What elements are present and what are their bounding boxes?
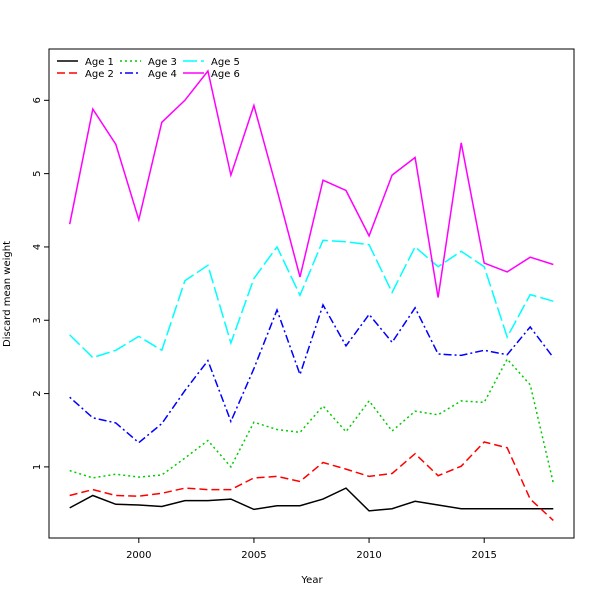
legend-label-1: Age 1 <box>85 57 114 68</box>
legend-label-3: Age 3 <box>148 57 177 68</box>
legend-label-5: Age 5 <box>211 57 240 68</box>
series-line-6 <box>68 69 554 298</box>
plot-lines <box>68 69 555 521</box>
x-axis: 2000 2005 2010 2015 <box>126 538 497 561</box>
legend-label-6: Age 6 <box>211 69 240 80</box>
legend-label-2: Age 2 <box>85 69 114 80</box>
series-line-3 <box>69 357 555 484</box>
y-tick-label: 5 <box>32 170 43 176</box>
x-tick-label: 2010 <box>356 550 381 561</box>
y-tick-label: 1 <box>32 464 43 470</box>
series-line-5 <box>69 239 554 359</box>
y-tick-label: 2 <box>32 390 43 396</box>
legend-label-4: Age 4 <box>148 69 177 80</box>
y-tick-label: 4 <box>32 244 43 250</box>
y-axis: 1 2 3 4 5 6 <box>32 97 49 470</box>
x-tick-label: 2005 <box>241 550 266 561</box>
series-line-4 <box>69 303 554 444</box>
x-axis-title: Year <box>300 575 323 586</box>
x-tick-label: 2015 <box>471 550 496 561</box>
plot-frame <box>48 48 575 539</box>
series-line-1 <box>69 487 554 512</box>
y-tick-label: 3 <box>32 317 43 323</box>
y-tick-label: 6 <box>32 97 43 103</box>
x-tick-label: 2000 <box>126 550 151 561</box>
y-axis-title: Discard mean weight <box>2 241 13 347</box>
